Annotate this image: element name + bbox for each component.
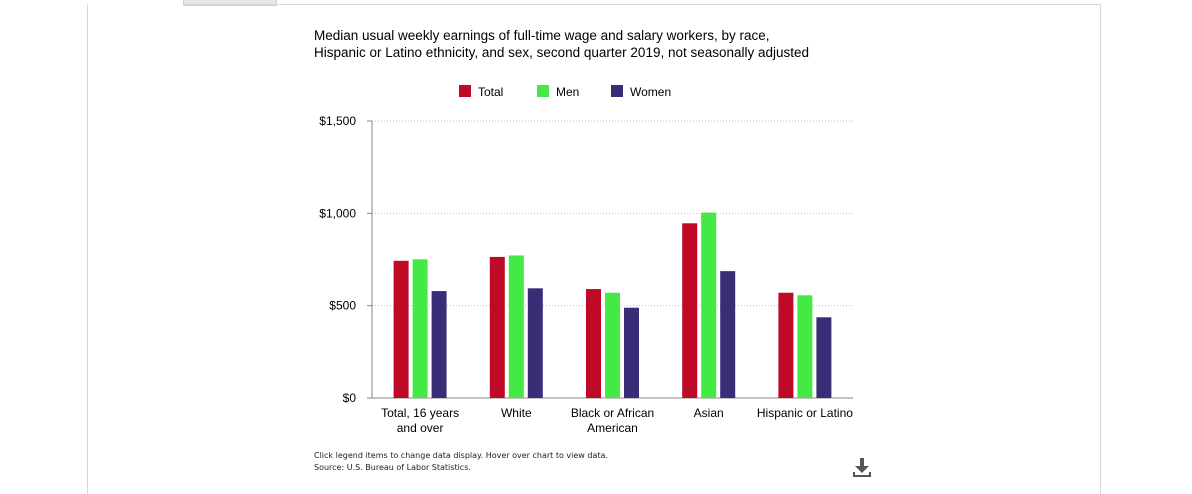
x-tick-label: and over — [397, 421, 444, 435]
legend-swatch-women[interactable] — [611, 85, 623, 97]
x-tick-label: Black or African — [571, 406, 654, 420]
chart-panel — [183, 4, 1101, 494]
bar-total[interactable] — [778, 292, 794, 398]
chart-title: Median usual weekly earnings of full-tim… — [314, 27, 914, 61]
chart-footnote: Click legend items to change data displa… — [314, 450, 608, 474]
bar-women[interactable] — [816, 317, 832, 398]
download-button[interactable] — [850, 455, 874, 479]
legend-swatch-total[interactable] — [459, 85, 471, 97]
y-tick-label: $1,500 — [319, 114, 356, 128]
bar-total[interactable] — [586, 289, 601, 398]
x-tick-label: American — [587, 421, 638, 435]
bar-women[interactable] — [624, 307, 639, 398]
x-tick-label: Hispanic or Latino — [757, 406, 853, 420]
bar-women[interactable] — [720, 271, 736, 398]
y-tick-label: $500 — [329, 299, 356, 313]
x-tick-label: Asian — [694, 406, 724, 420]
bar-men[interactable] — [605, 292, 620, 398]
legend-swatch-men[interactable] — [537, 85, 549, 97]
bar-total[interactable] — [682, 223, 698, 398]
download-icon — [853, 458, 871, 477]
bar-total[interactable] — [489, 256, 505, 398]
bar-men[interactable] — [412, 259, 428, 398]
chart-title-line-2: Hispanic or Latino ethnicity, and sex, s… — [314, 45, 810, 60]
bar-women[interactable] — [431, 291, 447, 398]
legend-label-total[interactable]: Total — [478, 85, 503, 99]
legend-label-men[interactable]: Men — [556, 85, 579, 99]
chart-title-line-1: Median usual weekly earnings of full-tim… — [314, 28, 770, 43]
bar-total[interactable] — [393, 260, 409, 398]
x-tick-label: White — [501, 406, 532, 420]
footnote-source: Source: U.S. Bureau of Labor Statistics. — [314, 463, 471, 472]
footnote-instructions: Click legend items to change data displa… — [314, 451, 608, 460]
bar-men[interactable] — [508, 255, 524, 398]
bar-women[interactable] — [527, 288, 543, 398]
bar-men[interactable] — [701, 212, 717, 398]
y-tick-label: $0 — [343, 391, 357, 405]
bar-men[interactable] — [797, 295, 813, 398]
page-frame — [87, 4, 1101, 494]
legend-label-women[interactable]: Women — [630, 85, 671, 99]
tab-inactive[interactable] — [183, 0, 277, 6]
y-tick-label: $1,000 — [319, 206, 356, 220]
x-tick-label: Total, 16 years — [381, 406, 459, 420]
